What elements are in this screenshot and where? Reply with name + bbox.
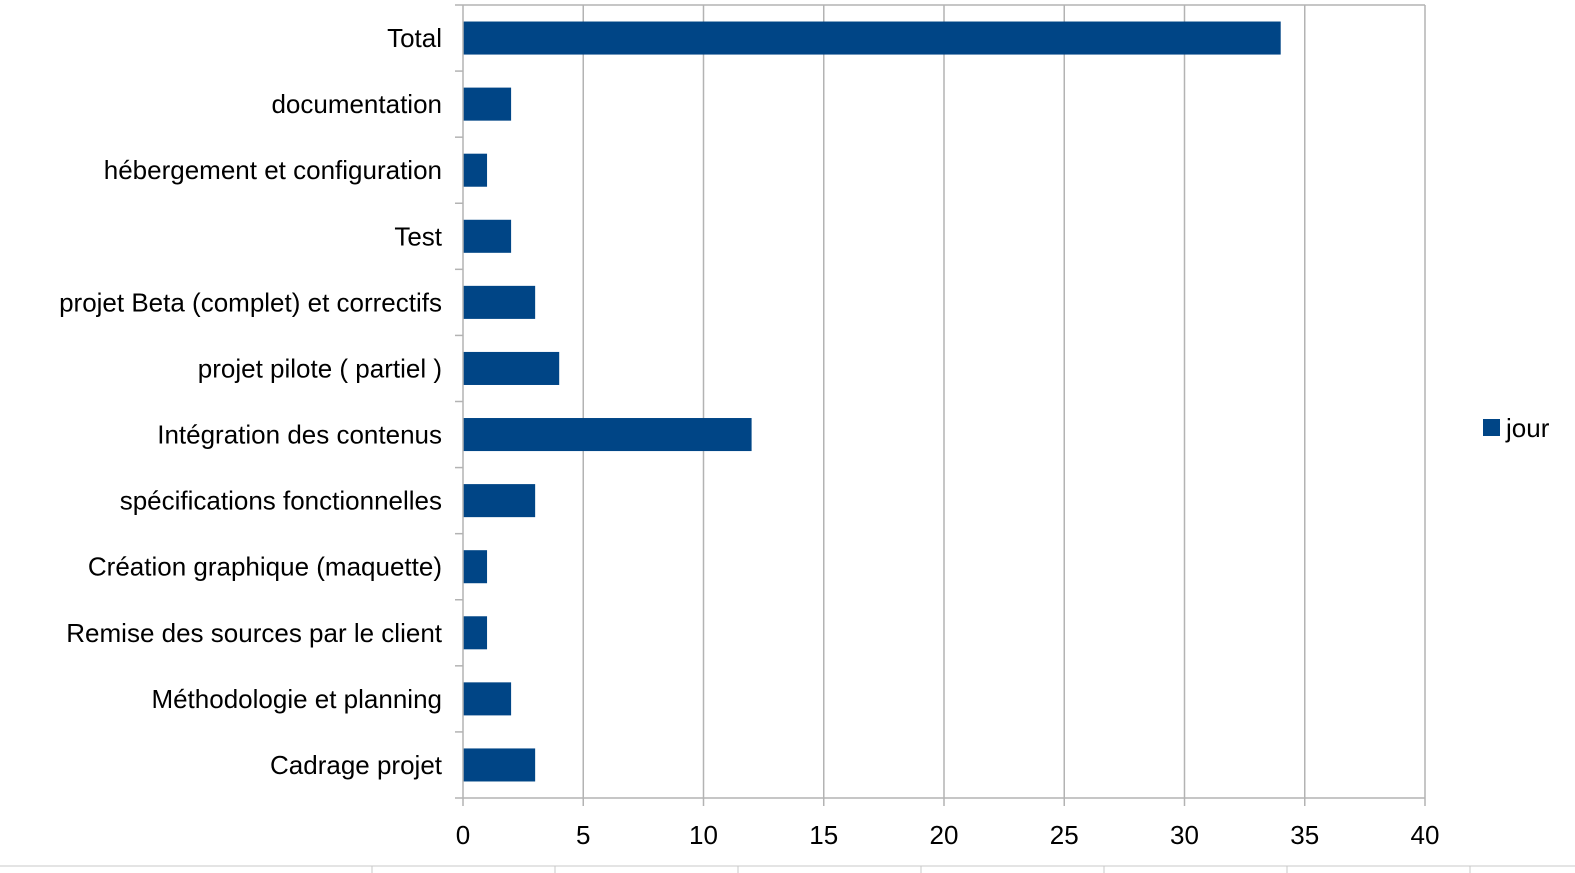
category-label: projet Beta (complet) et correctifs	[59, 287, 442, 317]
bar-series	[463, 21, 1281, 782]
x-tick-label: 20	[930, 820, 959, 850]
x-tick-labels: 0 5 10 15 20 25 30 35 40	[456, 820, 1440, 850]
bar	[463, 418, 752, 452]
grid-lines	[463, 4, 1426, 798]
x-tick-label: 35	[1290, 820, 1319, 850]
bottom-border	[0, 865, 1575, 873]
category-label: spécifications fonctionnelles	[120, 486, 442, 516]
x-tick-label: 15	[809, 820, 838, 850]
category-label: hébergement et configuration	[104, 155, 442, 185]
category-label: documentation	[271, 89, 442, 119]
axes	[455, 4, 1426, 806]
bar	[463, 748, 536, 782]
bar	[463, 616, 488, 650]
legend-swatch	[1483, 419, 1500, 436]
category-label: Création graphique (maquette)	[88, 552, 442, 582]
x-tick-label: 40	[1411, 820, 1440, 850]
bar	[463, 484, 536, 518]
x-tick-label: 5	[576, 820, 590, 850]
category-label: Intégration des contenus	[157, 420, 442, 450]
x-tick-label: 25	[1050, 820, 1079, 850]
category-label: Cadrage projet	[270, 750, 443, 780]
bar	[463, 285, 536, 319]
x-tick-label: 0	[456, 820, 470, 850]
category-labels: Total documentation hébergement et configu…	[59, 23, 443, 780]
x-tick-label: 30	[1170, 820, 1199, 850]
bar	[463, 21, 1281, 55]
legend-label: jour	[1505, 413, 1550, 443]
category-label: Test	[394, 221, 442, 251]
bar	[463, 87, 512, 121]
category-label: Remise des sources par le client	[66, 618, 442, 648]
x-tick-label: 10	[689, 820, 718, 850]
category-label: projet pilote ( partiel )	[198, 353, 442, 383]
bar	[463, 682, 512, 716]
bar	[463, 351, 560, 385]
category-label: Méthodologie et planning	[151, 684, 442, 714]
bar	[463, 550, 488, 584]
category-label: Total	[387, 23, 442, 53]
legend: jour	[1483, 413, 1550, 443]
bar	[463, 219, 512, 253]
bar	[463, 153, 488, 187]
